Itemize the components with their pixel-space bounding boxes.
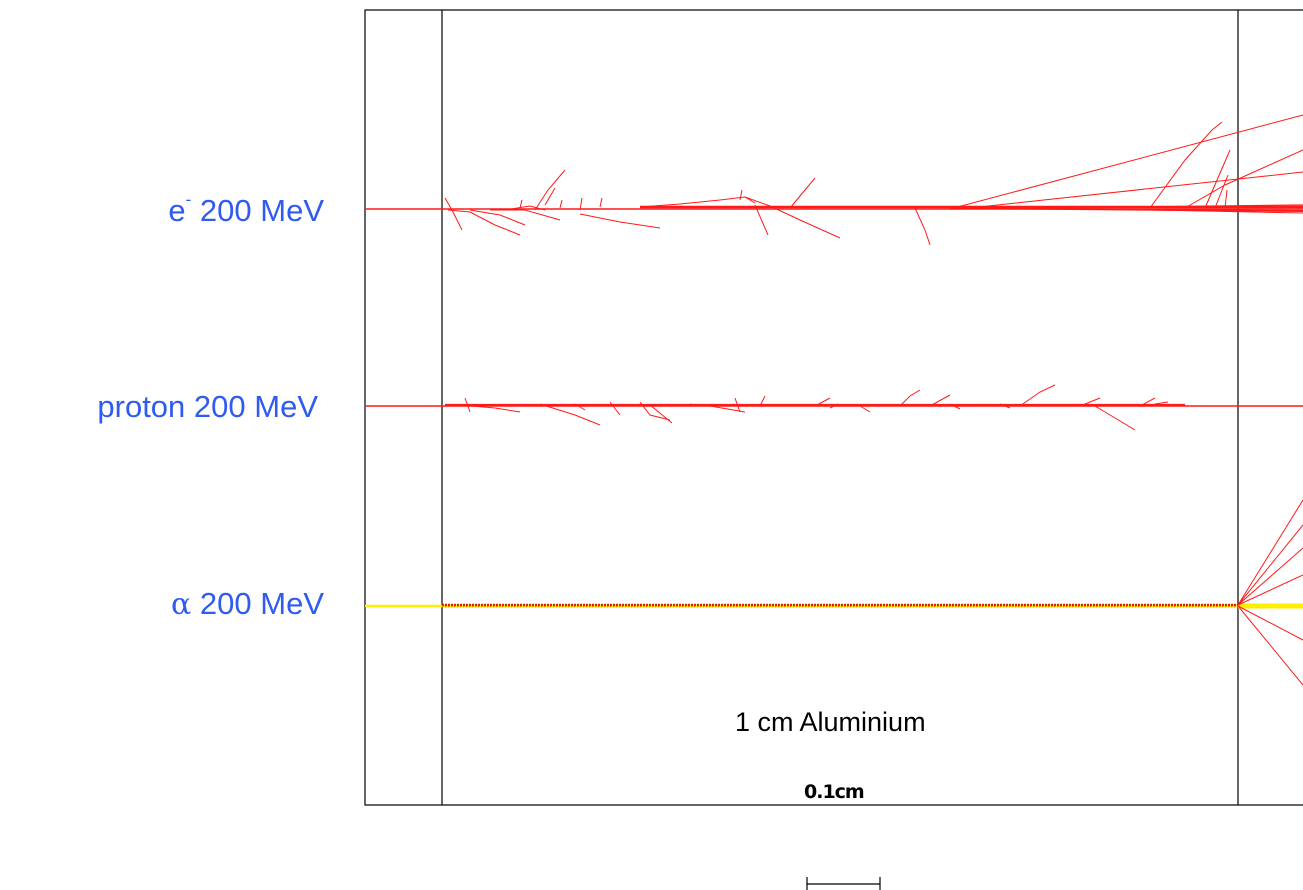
- proton-track: [365, 384, 1303, 431]
- electron-charge: -: [185, 190, 192, 209]
- scale-bar-label: 0.1cm: [804, 781, 865, 803]
- scale-bar: [806, 877, 881, 890]
- electron-name: e: [168, 193, 186, 228]
- alpha-energy: 200 MeV: [199, 586, 324, 621]
- alpha-label: α 200 MeV: [171, 588, 324, 620]
- proton-label: proton 200 MeV: [97, 391, 318, 422]
- electron-energy: 200 MeV: [199, 193, 324, 228]
- proton-energy: 200 MeV: [193, 389, 318, 424]
- diagram-frame: [364, 9, 1303, 806]
- alpha-track: [365, 499, 1303, 686]
- electron-label: e- 200 MeV: [168, 191, 324, 228]
- proton-name: proton: [97, 389, 186, 424]
- electron-track: [365, 114, 1303, 246]
- material-label: 1 cm Aluminium: [735, 707, 926, 737]
- alpha-symbol: α: [171, 587, 192, 622]
